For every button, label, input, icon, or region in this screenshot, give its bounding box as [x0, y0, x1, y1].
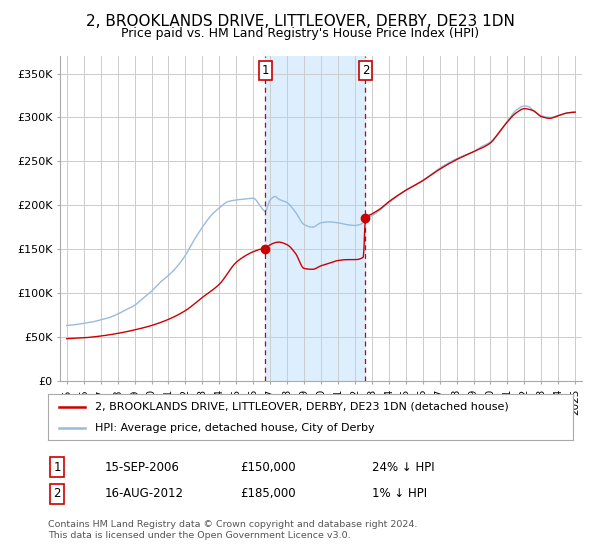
Text: 1: 1 — [262, 64, 269, 77]
Text: 24% ↓ HPI: 24% ↓ HPI — [372, 460, 434, 474]
Text: Price paid vs. HM Land Registry's House Price Index (HPI): Price paid vs. HM Land Registry's House … — [121, 27, 479, 40]
Text: 1: 1 — [53, 460, 61, 474]
Text: 2, BROOKLANDS DRIVE, LITTLEOVER, DERBY, DE23 1DN (detached house): 2, BROOKLANDS DRIVE, LITTLEOVER, DERBY, … — [95, 402, 509, 412]
Text: 15-SEP-2006: 15-SEP-2006 — [105, 460, 180, 474]
Text: 2: 2 — [53, 487, 61, 501]
Text: £185,000: £185,000 — [240, 487, 296, 501]
Bar — [265, 56, 365, 381]
Text: Contains HM Land Registry data © Crown copyright and database right 2024.
This d: Contains HM Land Registry data © Crown c… — [48, 520, 418, 540]
Text: 1% ↓ HPI: 1% ↓ HPI — [372, 487, 427, 501]
Text: 2, BROOKLANDS DRIVE, LITTLEOVER, DERBY, DE23 1DN: 2, BROOKLANDS DRIVE, LITTLEOVER, DERBY, … — [86, 14, 514, 29]
Text: 2: 2 — [362, 64, 369, 77]
Text: HPI: Average price, detached house, City of Derby: HPI: Average price, detached house, City… — [95, 423, 375, 433]
Text: 16-AUG-2012: 16-AUG-2012 — [105, 487, 184, 501]
Text: £150,000: £150,000 — [240, 460, 296, 474]
